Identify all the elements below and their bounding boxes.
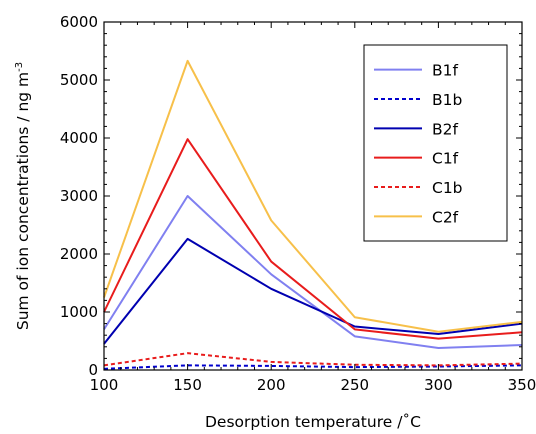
legend-label-b1b: B1b (432, 91, 462, 109)
legend-label-b2f: B2f (432, 120, 458, 138)
x-tick-label: 350 (508, 376, 536, 394)
legend-label-c2f: C2f (432, 208, 459, 226)
x-axis-label: Desorption temperature /˚C (205, 413, 421, 431)
ticks-layer: 100 150 200 250 300 350 0 1000 2000 3000 4000 5000 6… (60, 13, 536, 394)
series-line-c1f (103, 138, 523, 340)
y-tick-label: 0 (88, 361, 98, 379)
series-line-c1b (103, 352, 523, 367)
legend: B1f B1b B2f C1f C1b C2f (363, 44, 508, 242)
legend-label-c1b: C1b (432, 179, 463, 197)
legend-label-b1f: B1f (432, 62, 458, 80)
x-tick-label: 200 (257, 376, 286, 394)
x-tick-label: 100 (90, 376, 119, 394)
legend-label-c1f: C1f (432, 150, 459, 168)
x-tick-label: 250 (340, 376, 369, 394)
y-tick-label: 6000 (60, 13, 98, 31)
series-line-b2f (103, 237, 523, 345)
y-axis-label-superscript: -3 (14, 62, 25, 72)
x-tick-label: 300 (424, 376, 453, 394)
y-tick-label: 1000 (60, 303, 98, 321)
y-tick-label: 2000 (60, 245, 98, 263)
y-tick-label: 4000 (60, 129, 98, 147)
y-tick-label: 3000 (60, 187, 98, 205)
series-line-b1f (103, 195, 523, 349)
y-tick-label: 5000 (60, 71, 98, 89)
legend-box (363, 44, 508, 242)
y-axis-label: Sum of ion concentrations / ng m-3 (14, 62, 32, 330)
x-tick-label: 150 (173, 376, 202, 394)
series-line-c2f (103, 59, 523, 333)
series-line-b1b (103, 364, 523, 370)
series-layer (103, 59, 523, 370)
y-axis-label-main: Sum of ion concentrations / ng m (14, 72, 32, 330)
